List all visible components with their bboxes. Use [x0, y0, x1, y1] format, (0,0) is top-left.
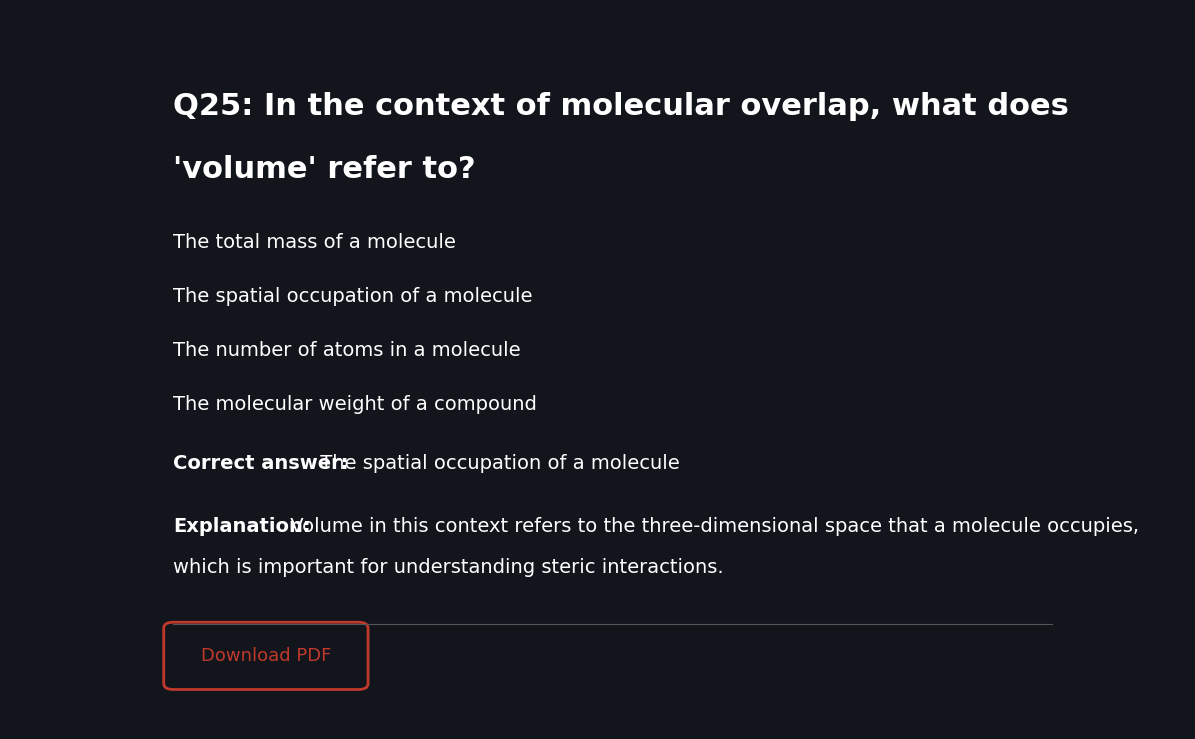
FancyBboxPatch shape [164, 622, 368, 689]
Text: Q25: In the context of molecular overlap, what does: Q25: In the context of molecular overlap… [173, 92, 1070, 121]
Text: Correct answer:: Correct answer: [173, 454, 349, 474]
Text: The molecular weight of a compound: The molecular weight of a compound [173, 395, 537, 414]
Text: The number of atoms in a molecule: The number of atoms in a molecule [173, 341, 521, 360]
Text: Volume in this context refers to the three-dimensional space that a molecule occ: Volume in this context refers to the thr… [284, 517, 1139, 537]
Text: The total mass of a molecule: The total mass of a molecule [173, 233, 456, 252]
Text: which is important for understanding steric interactions.: which is important for understanding ste… [173, 558, 724, 577]
Text: Download PDF: Download PDF [201, 647, 331, 665]
Text: 'volume' refer to?: 'volume' refer to? [173, 155, 476, 184]
Text: The spatial occupation of a molecule: The spatial occupation of a molecule [314, 454, 680, 474]
Text: Explanation:: Explanation: [173, 517, 311, 537]
Text: The spatial occupation of a molecule: The spatial occupation of a molecule [173, 287, 533, 306]
